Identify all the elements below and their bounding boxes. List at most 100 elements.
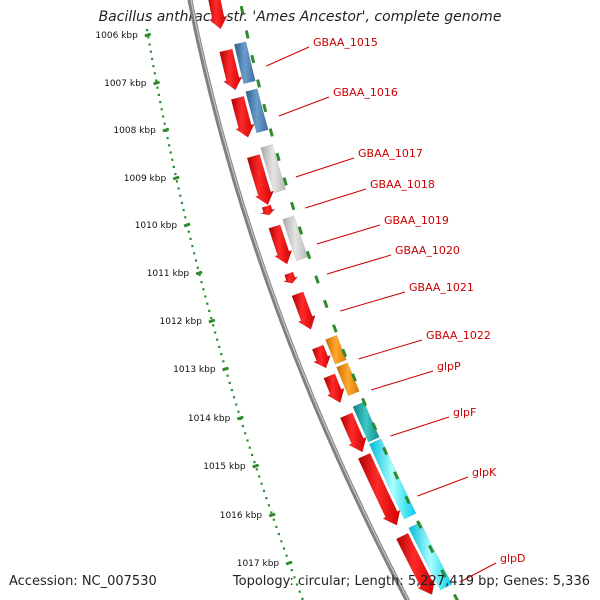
scale-tick bbox=[244, 30, 250, 39]
gene-label: GBAA_1021 bbox=[409, 281, 474, 294]
scale-dot bbox=[214, 331, 217, 334]
scale-dot bbox=[241, 425, 245, 428]
scale-tick bbox=[256, 79, 261, 88]
scale-tick bbox=[404, 495, 411, 505]
label-leader bbox=[459, 562, 497, 583]
scale-tick bbox=[275, 152, 281, 162]
kbp-tick bbox=[183, 222, 191, 228]
scale-dot bbox=[147, 36, 150, 39]
scale-dot bbox=[301, 597, 304, 600]
kbp-label: 1010 kbp bbox=[135, 221, 178, 231]
scale-dot bbox=[262, 489, 266, 492]
kbp-tick bbox=[252, 463, 260, 469]
label-leader bbox=[305, 188, 367, 209]
scale-dot bbox=[149, 50, 152, 53]
scale-dot bbox=[179, 194, 182, 197]
feature-bar bbox=[368, 438, 417, 520]
kbp-tick bbox=[144, 32, 152, 38]
map-title: Bacillus anthracis str. 'Ames Ancestor',… bbox=[98, 9, 502, 25]
backbone bbox=[187, 0, 411, 600]
feature-bar bbox=[245, 88, 269, 134]
scale-dot bbox=[160, 108, 163, 111]
scale-dot bbox=[177, 187, 180, 190]
cds-arrow bbox=[208, 0, 228, 30]
scale-dot bbox=[157, 93, 160, 96]
kbp-label: 1013 kbp bbox=[173, 365, 216, 375]
scale-dot bbox=[290, 569, 293, 572]
scale-dot bbox=[295, 583, 299, 586]
scale-dot bbox=[182, 209, 185, 212]
kbp-label: 1006 kbp bbox=[95, 31, 138, 41]
scale-dot bbox=[222, 360, 225, 363]
kbp-tick bbox=[153, 80, 160, 86]
gene-label: GBAA_1020 bbox=[395, 244, 460, 257]
scale-tick bbox=[282, 177, 288, 186]
gene-label: glpF bbox=[453, 406, 476, 419]
gene-label: glpK bbox=[472, 466, 497, 479]
kbp-label: 1016 kbp bbox=[220, 511, 263, 521]
scale-dot bbox=[156, 86, 159, 89]
kbp-label: 1008 kbp bbox=[113, 126, 156, 136]
cds-arrow bbox=[260, 204, 276, 216]
scale-dot bbox=[151, 57, 154, 60]
scale-dot bbox=[248, 446, 251, 449]
kbp-tick bbox=[208, 318, 216, 324]
scale-dot bbox=[180, 201, 184, 204]
scale-dot bbox=[298, 590, 301, 593]
scale-dot bbox=[270, 511, 273, 514]
gene-labels: GBAA_1015 GBAA_1016 GBAA_1017 GBAA_1018 GBAA… bbox=[266, 36, 526, 583]
scale-tick bbox=[351, 373, 357, 382]
feature-bar bbox=[260, 144, 287, 194]
scale-dot bbox=[282, 547, 286, 550]
scale-dot bbox=[246, 439, 249, 442]
feature-bar bbox=[325, 334, 347, 365]
kbp-tick bbox=[162, 127, 170, 133]
accession-text: Accession: NC_007530 bbox=[9, 574, 157, 589]
scale-tick bbox=[332, 324, 338, 333]
scale-dot bbox=[168, 144, 171, 147]
scale-dot bbox=[198, 273, 201, 276]
scale-tick bbox=[393, 471, 400, 480]
scale-dot bbox=[200, 281, 203, 284]
scale-tick bbox=[297, 226, 304, 235]
scale-tick bbox=[290, 201, 296, 211]
cds-arrow bbox=[339, 412, 367, 453]
kbp-label: 1009 kbp bbox=[124, 174, 167, 184]
scale-tick bbox=[239, 5, 245, 15]
scale-dot bbox=[280, 540, 283, 543]
kbp-tick bbox=[268, 512, 276, 518]
scale-dot bbox=[184, 216, 187, 219]
scale-dot bbox=[174, 173, 177, 176]
kbp-tick bbox=[222, 366, 230, 372]
gene-label: GBAA_1016 bbox=[333, 86, 398, 99]
scale-dot bbox=[258, 475, 261, 478]
gene-label: GBAA_1022 bbox=[426, 329, 491, 342]
scale-dot bbox=[230, 389, 233, 392]
scale-dot bbox=[194, 259, 198, 262]
scale-tick bbox=[382, 446, 389, 456]
scale-dot bbox=[155, 79, 158, 82]
scale-dot bbox=[255, 468, 258, 471]
scale-dot bbox=[285, 554, 288, 557]
backbone-highlight bbox=[190, 0, 409, 600]
cds-arrow bbox=[395, 532, 436, 595]
gene-label: GBAA_1017 bbox=[358, 147, 423, 160]
scale-dot bbox=[145, 29, 149, 32]
kbp-tick bbox=[172, 175, 180, 181]
feature-bar bbox=[408, 521, 453, 591]
scale-dot bbox=[152, 65, 155, 68]
scale-dot bbox=[187, 230, 190, 233]
cds-arrow bbox=[282, 271, 299, 284]
scale-dot bbox=[244, 432, 247, 435]
scale-tick bbox=[250, 54, 256, 64]
scale-dot bbox=[250, 453, 254, 456]
scale-tick-marks bbox=[239, 5, 459, 600]
cds-arrow bbox=[311, 344, 332, 369]
scale-dot bbox=[272, 518, 275, 521]
feature-bar bbox=[352, 401, 380, 443]
scale-dot bbox=[228, 381, 231, 384]
scale-dot bbox=[260, 482, 263, 485]
kbp-label: 1012 kbp bbox=[160, 317, 203, 327]
scale-dot bbox=[253, 461, 256, 464]
scale-dot bbox=[163, 122, 166, 125]
